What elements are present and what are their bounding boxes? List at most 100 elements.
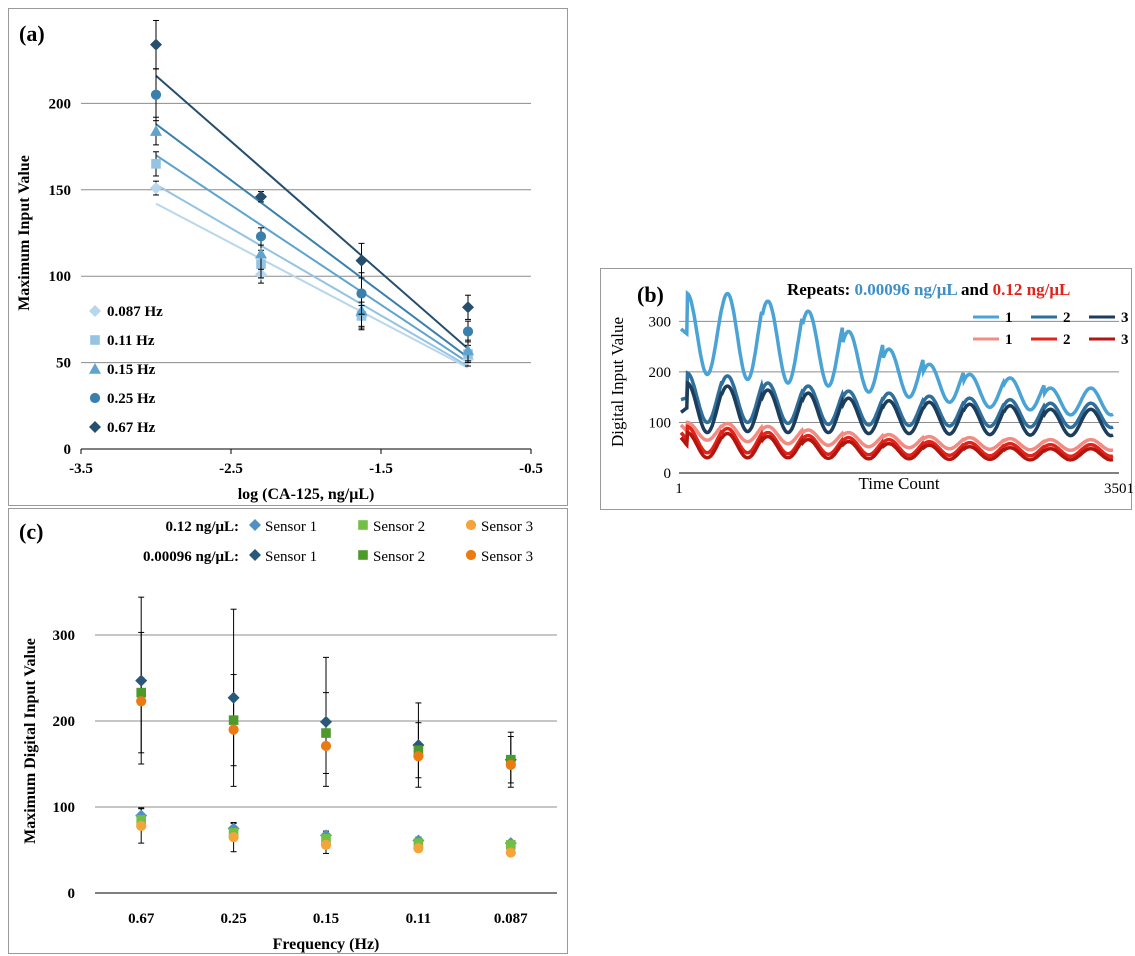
data-point-a bbox=[151, 159, 161, 169]
y-tick-label-b: 0 bbox=[664, 466, 672, 482]
legend-marker-a bbox=[89, 421, 101, 433]
series-line-b bbox=[679, 430, 1114, 462]
chart-b-svg: (b) 0 100 200 300 1 3501 Time Count Digital Inpu… bbox=[608, 280, 1134, 497]
series-line-b bbox=[679, 424, 1114, 459]
trendline-a bbox=[155, 183, 469, 367]
data-point-c bbox=[321, 834, 331, 844]
y-tick-label-a: 50 bbox=[56, 356, 71, 372]
legend-marker-c bbox=[465, 549, 477, 561]
legend-label-c: Sensor 3 bbox=[481, 519, 533, 535]
series-line-b bbox=[679, 289, 1114, 417]
data-point-c bbox=[320, 839, 332, 850]
legend-label-b: 1 bbox=[1005, 332, 1013, 348]
legend-label-c: Sensor 1 bbox=[265, 549, 317, 565]
data-point-c bbox=[228, 724, 239, 735]
y-tick-label-c: 200 bbox=[53, 714, 76, 730]
panel-label-a: (a) bbox=[19, 21, 45, 46]
panel-label-b: (b) bbox=[637, 282, 664, 307]
y-tick-label-a: 100 bbox=[49, 269, 72, 285]
y-tick-label-c: 0 bbox=[68, 886, 76, 902]
legend-label-c: Sensor 1 bbox=[265, 519, 317, 535]
legend-label-a: 0.11 Hz bbox=[107, 333, 155, 349]
y-tick-label-c: 300 bbox=[53, 628, 76, 644]
x-tick-label-a: -3.5 bbox=[69, 461, 93, 477]
y-axis-title-a: Maximum Input Value bbox=[16, 155, 33, 311]
data-point-c bbox=[136, 687, 146, 698]
data-point-c bbox=[227, 691, 240, 704]
data-point-c bbox=[413, 838, 424, 848]
x-tick-label-c: 0.11 bbox=[406, 911, 431, 927]
data-point-c bbox=[506, 840, 516, 850]
series-line-b bbox=[679, 380, 1114, 438]
data-point-a bbox=[462, 301, 474, 314]
legend-label-a: 0.087 Hz bbox=[107, 304, 163, 320]
legend-label-b: 2 bbox=[1063, 310, 1071, 326]
y-tick-label-b: 100 bbox=[649, 415, 672, 431]
data-point-c bbox=[136, 820, 147, 832]
data-point-c bbox=[321, 728, 331, 738]
x-axis-title-c: Frequency (Hz) bbox=[273, 936, 380, 953]
legend-marker-c bbox=[249, 549, 261, 561]
chart-panel-a: (a) 0 50 100 150 200 -3.5 -2.5 -1.5 -0.5 log (CA-1… bbox=[8, 8, 568, 506]
legend-marker-a bbox=[89, 392, 101, 404]
legend-label-c: Sensor 2 bbox=[373, 519, 425, 535]
panel-label-c: (c) bbox=[19, 519, 43, 544]
data-point-c bbox=[136, 696, 147, 707]
title-and-b: and bbox=[957, 280, 993, 299]
legend-marker-c bbox=[358, 520, 368, 530]
x-tick-label-c: 0.67 bbox=[128, 911, 155, 927]
data-point-c bbox=[320, 715, 332, 728]
data-point-c bbox=[412, 739, 425, 752]
data-point-a bbox=[462, 326, 474, 337]
trendline-a bbox=[155, 123, 469, 359]
chart-c-svg: (c) 0 100 200 300 0.67 0.25 0.15 0.11 0.087 Freque… bbox=[19, 519, 557, 953]
y-axis-title-b: Digital Input Value bbox=[608, 317, 627, 447]
legend-label-b: 3 bbox=[1121, 332, 1129, 348]
data-point-c bbox=[413, 745, 424, 756]
data-point-c bbox=[136, 815, 146, 825]
data-point-c bbox=[506, 754, 516, 765]
legend-marker-c bbox=[358, 550, 368, 560]
legend-label-a: 0.25 Hz bbox=[107, 391, 156, 407]
legend-label-b: 1 bbox=[1005, 310, 1013, 326]
x-tick-label-a: -0.5 bbox=[519, 461, 543, 477]
data-point-a bbox=[150, 38, 162, 51]
legend-marker-a bbox=[90, 335, 100, 345]
data-point-c bbox=[505, 759, 516, 770]
legend-label-b: 3 bbox=[1121, 310, 1129, 326]
x-tick-label-a: -2.5 bbox=[219, 461, 243, 477]
data-point-a bbox=[356, 288, 367, 299]
data-point-c bbox=[228, 832, 239, 843]
legend-group-label-c: 0.00096 ng/μL: bbox=[143, 549, 239, 565]
x-tick-label-b: 3501 bbox=[1104, 481, 1134, 497]
title-conc1-b: 0.00096 ng/μL bbox=[855, 280, 958, 299]
data-point-a bbox=[355, 254, 368, 267]
x-tick-label-c: 0.25 bbox=[220, 911, 246, 927]
legend-label-a: 0.67 Hz bbox=[107, 420, 156, 436]
data-point-c bbox=[228, 715, 239, 725]
legend-marker-a bbox=[89, 305, 101, 317]
y-tick-label-a: 200 bbox=[49, 96, 72, 112]
data-point-a bbox=[255, 231, 267, 242]
legend-label-a: 0.15 Hz bbox=[107, 362, 156, 378]
title-conc2-b: 0.12 ng/μL bbox=[993, 280, 1071, 299]
y-axis-title-c: Maximum Digital Input Value bbox=[22, 638, 39, 844]
title-prefix-b: Repeats: bbox=[787, 280, 855, 299]
y-tick-label-b: 200 bbox=[649, 365, 672, 381]
x-tick-label-c: 0.15 bbox=[313, 911, 339, 927]
trendline-a bbox=[155, 202, 469, 369]
data-point-a bbox=[462, 344, 474, 356]
legend-marker-c bbox=[465, 519, 477, 531]
data-point-a bbox=[150, 89, 162, 100]
y-tick-label-a: 0 bbox=[64, 442, 72, 458]
legend-label-c: Sensor 2 bbox=[373, 549, 425, 565]
x-axis-title-a: log (CA-125, ng/μL) bbox=[238, 486, 375, 503]
legend-marker-a bbox=[89, 363, 101, 374]
chart-title-b: Repeats: 0.00096 ng/μL and 0.12 ng/μL bbox=[787, 280, 1070, 299]
y-tick-label-c: 100 bbox=[53, 800, 76, 816]
chart-panel-c: (c) 0 100 200 300 0.67 0.25 0.15 0.11 0.087 Freque… bbox=[8, 508, 568, 954]
data-point-c bbox=[505, 847, 516, 858]
chart-panel-b: (b) 0 100 200 300 1 3501 Time Count Digital Inpu… bbox=[600, 268, 1134, 510]
data-point-c bbox=[413, 843, 424, 854]
data-point-a bbox=[150, 182, 162, 195]
